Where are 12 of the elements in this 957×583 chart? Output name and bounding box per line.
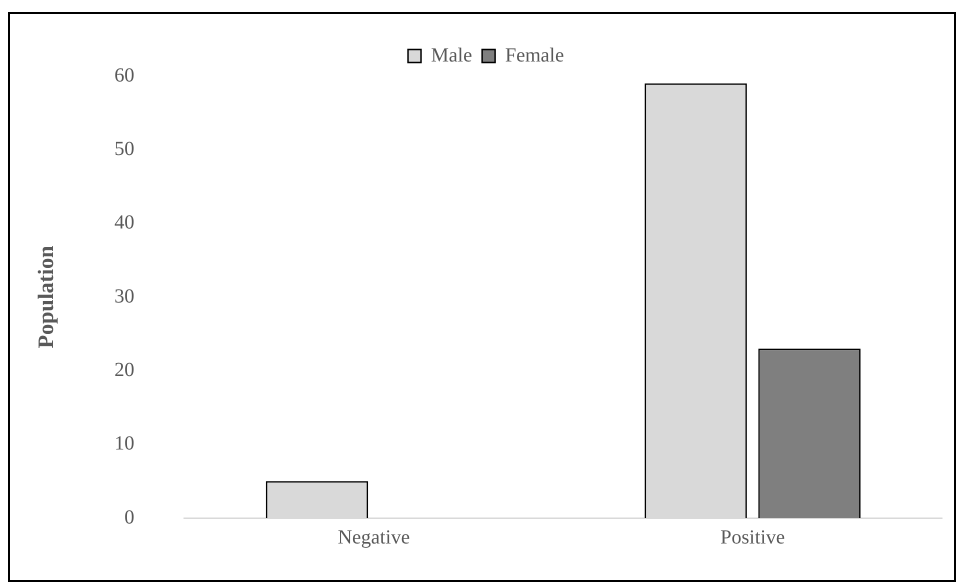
y-tick-label: 50 (114, 138, 134, 160)
y-tick-label: 20 (114, 358, 134, 381)
y-axis-title: Population (32, 246, 58, 348)
y-tick-label: 0 (124, 506, 134, 528)
x-tick-label: Positive (720, 526, 785, 548)
y-tick-label: 30 (114, 285, 134, 308)
y-tick-label: 10 (114, 432, 134, 455)
y-tick-label: 40 (114, 212, 134, 234)
y-tick-label: 60 (114, 64, 134, 86)
x-tick-label: Negative (338, 526, 410, 548)
legend-label: Male (431, 44, 472, 66)
legend-label: Female (505, 44, 564, 66)
